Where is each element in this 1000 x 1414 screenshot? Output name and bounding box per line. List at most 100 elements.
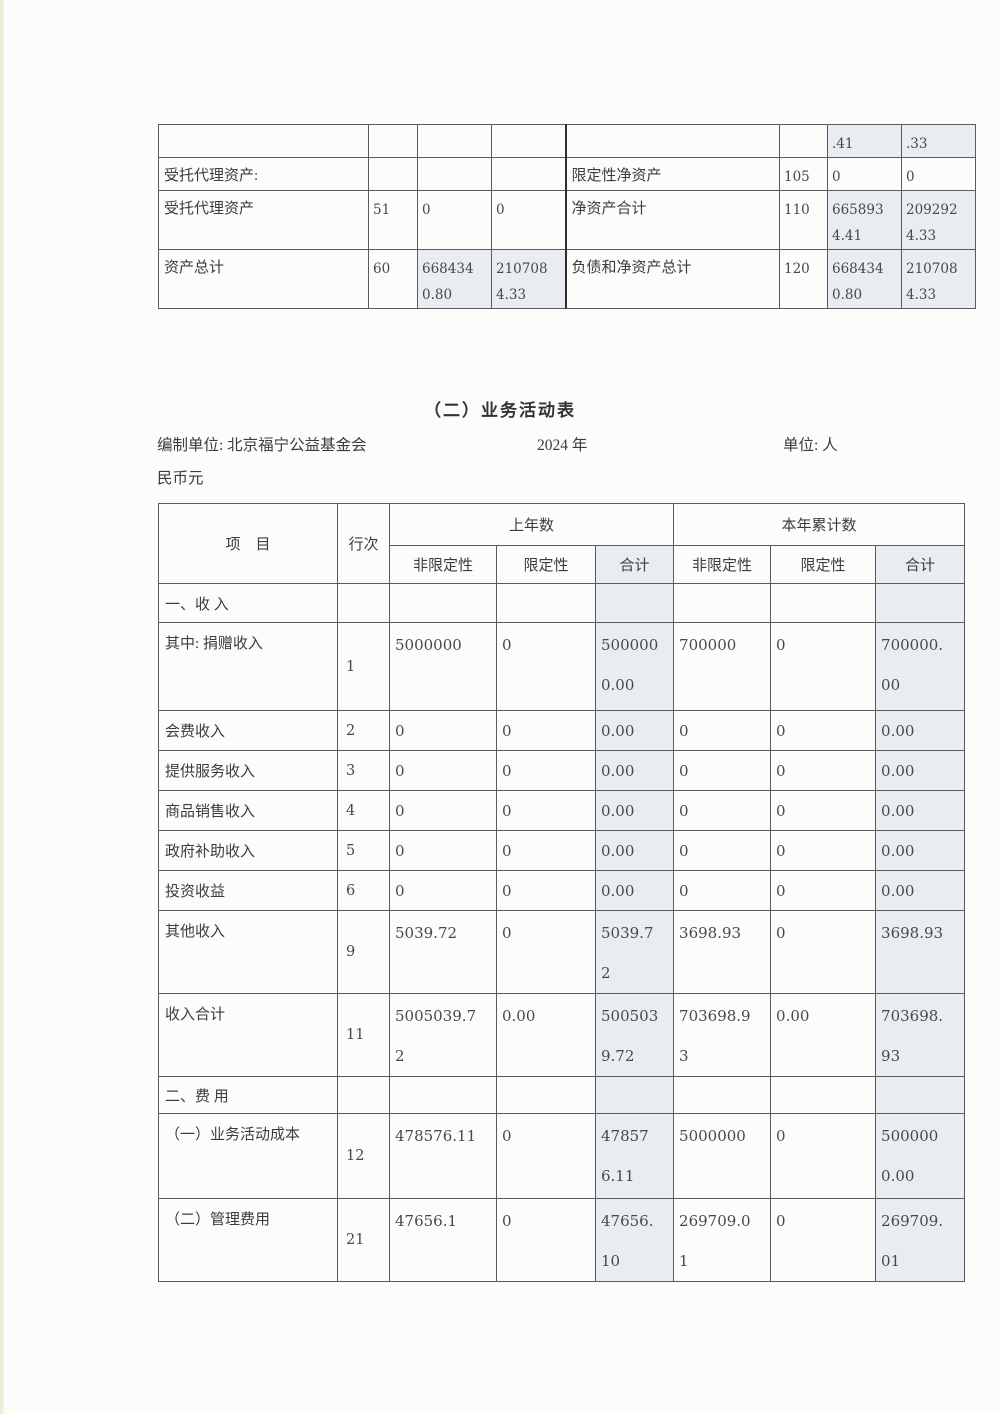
- value-cell: 0: [389, 870, 497, 911]
- value-cell: 0.00: [875, 870, 966, 911]
- line-number-cell: 4: [337, 790, 390, 831]
- line-number-cell: 12: [337, 1113, 390, 1199]
- value-cell: 0: [496, 1113, 596, 1199]
- item-label-cell: [158, 124, 369, 158]
- line-number-cell: 3: [337, 750, 390, 791]
- header-total-prev: 合计: [594, 545, 675, 584]
- value-cell: 0: [496, 710, 596, 751]
- value-cell: 0.00: [594, 710, 675, 751]
- value-cell: 0.00: [594, 870, 675, 911]
- header-restricted-prev: 限定性: [496, 545, 596, 584]
- activity-row: 会费收入 2 0 0 0.00 0 0 0.00: [158, 710, 966, 751]
- value-cell: 0: [673, 870, 772, 911]
- line-number-cell: [337, 1076, 390, 1114]
- value-cell: [594, 1076, 675, 1114]
- line-number-cell: [368, 157, 418, 191]
- value-cell: .33: [901, 124, 976, 158]
- item-label-cell: （一）业务活动成本: [158, 1113, 338, 1199]
- item-label-cell: 收入合计: [158, 993, 338, 1077]
- value-cell: 0: [827, 157, 902, 191]
- section-header-row: 二、费 用: [158, 1076, 966, 1114]
- item-label-cell: 二、费 用: [158, 1076, 338, 1114]
- value-cell: 0: [496, 870, 596, 911]
- value-cell: 0.00: [594, 750, 675, 791]
- value-cell: 5039.72: [594, 910, 675, 994]
- value-cell: 5005039.72: [594, 993, 675, 1077]
- value-cell: [496, 1076, 596, 1114]
- line-number-cell: 5: [337, 830, 390, 871]
- value-cell: [389, 583, 497, 623]
- value-cell: 2107084.33: [491, 249, 566, 309]
- value-cell: 0: [770, 750, 877, 791]
- unit-label: 单位: 人: [783, 437, 838, 454]
- report-meta-line: 编制单位: 北京福宁公益基金会 2024 年 单位: 人: [0, 433, 1000, 457]
- item-label-cell: 商品销售收入: [158, 790, 338, 831]
- item-label-cell: 受托代理资产:: [158, 157, 369, 191]
- value-cell: [417, 157, 492, 191]
- line-number-cell: [368, 124, 418, 158]
- activity-row: 投资收益 6 0 0 0.00 0 0 0.00: [158, 870, 966, 911]
- value-cell: 0.00: [875, 830, 966, 871]
- item-label-cell: （二）管理费用: [158, 1198, 338, 1282]
- value-cell: [496, 583, 596, 623]
- balance-sheet-row: 资产总计 60 6684340.80 2107084.33 负债和净资产总计 120 668…: [158, 249, 976, 309]
- value-cell: 0: [389, 830, 497, 871]
- activity-row: 其中: 捐赠收入 1 5000000 0 5000000.00 700000 0 700000…: [158, 622, 966, 711]
- value-cell: [875, 583, 966, 623]
- value-cell: 2107084.33: [901, 249, 976, 309]
- header-item: 项 目: [158, 503, 338, 584]
- activity-row: 收入合计 11 5005039.72 0.00 5005039.72 703698.93 0…: [158, 993, 966, 1077]
- value-cell: 0: [496, 622, 596, 711]
- value-cell: 703698.93: [673, 993, 772, 1077]
- value-cell: 0.00: [496, 993, 596, 1077]
- value-cell: 0: [673, 790, 772, 831]
- line-number-cell: 6: [337, 870, 390, 911]
- value-cell: 0: [389, 710, 497, 751]
- value-cell: 0: [770, 790, 877, 831]
- item-label-cell: 投资收益: [158, 870, 338, 911]
- balance-sheet-row: 受托代理资产 51 0 0 净资产合计 110 6658934.41 2092924.33: [158, 190, 976, 250]
- item-label-cell: 资产总计: [158, 249, 369, 309]
- item-label-cell: 限定性净资产: [564, 157, 780, 191]
- value-cell: 700000.00: [875, 622, 966, 711]
- value-cell: 0: [901, 157, 976, 191]
- value-cell: 478576.11: [389, 1113, 497, 1199]
- header-total-cur: 合计: [875, 545, 966, 584]
- section-header-row: 一、收 入: [158, 583, 966, 623]
- value-cell: 0: [770, 1198, 877, 1282]
- line-number-cell: [779, 124, 828, 158]
- value-cell: 0.00: [594, 790, 675, 831]
- item-label-cell: 负债和净资产总计: [564, 249, 780, 309]
- value-cell: 3698.93: [875, 910, 966, 994]
- line-number-cell: 2: [337, 710, 390, 751]
- balance-sheet-row: 受托代理资产: 限定性净资产 105 0 0: [158, 157, 976, 191]
- line-number-cell: 110: [779, 190, 828, 250]
- value-cell: 0: [770, 910, 877, 994]
- value-cell: 0: [770, 1113, 877, 1199]
- value-cell: [417, 124, 492, 158]
- section-title: （二）业务活动表: [424, 401, 576, 420]
- value-cell: 0: [389, 790, 497, 831]
- value-cell: 0: [673, 710, 772, 751]
- item-label-cell: 一、收 入: [158, 583, 338, 623]
- value-cell: 0.00: [875, 710, 966, 751]
- line-number-cell: 120: [779, 249, 828, 309]
- value-cell: 269709.01: [673, 1198, 772, 1282]
- value-cell: 5000000.00: [594, 622, 675, 711]
- value-cell: 0: [496, 790, 596, 831]
- value-cell: 5005039.72: [389, 993, 497, 1077]
- value-cell: 47656.10: [594, 1198, 675, 1282]
- value-cell: .41: [827, 124, 902, 158]
- report-year: 2024 年: [537, 437, 588, 454]
- value-cell: 703698.93: [875, 993, 966, 1077]
- balance-sheet-fragment-table: .41.33 受托代理资产: 限定性净资产 105 0 0 受托代理资产 51 0 0 净资产合计 1…: [158, 124, 976, 309]
- value-cell: 6684340.80: [417, 249, 492, 309]
- value-cell: 478576.11: [594, 1113, 675, 1199]
- balance-sheet-row: .41.33: [158, 124, 976, 158]
- header-restricted-cur: 限定性: [770, 545, 877, 584]
- value-cell: [770, 1076, 877, 1114]
- value-cell: 0: [496, 1198, 596, 1282]
- value-cell: [673, 583, 772, 623]
- item-label-cell: 其中: 捐赠收入: [158, 622, 338, 711]
